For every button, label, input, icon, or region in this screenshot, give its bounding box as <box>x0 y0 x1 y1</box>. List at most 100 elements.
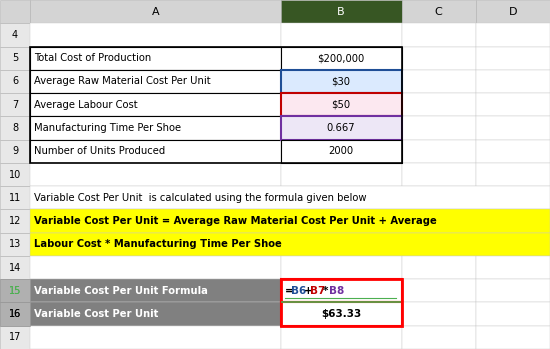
Bar <box>30 46 401 163</box>
Text: Number of Units Produced: Number of Units Produced <box>34 146 166 156</box>
Bar <box>402 163 476 186</box>
Bar <box>0 163 30 186</box>
Bar <box>476 326 550 349</box>
Bar <box>0 209 30 233</box>
Text: Total Cost of Production: Total Cost of Production <box>34 53 151 63</box>
Text: 17: 17 <box>9 332 21 342</box>
Text: +: + <box>304 286 312 296</box>
Text: 15: 15 <box>9 286 21 296</box>
Text: B8: B8 <box>329 286 344 296</box>
Bar <box>402 140 476 163</box>
Text: $30: $30 <box>332 76 350 87</box>
Text: 8: 8 <box>12 123 18 133</box>
Bar <box>476 279 550 303</box>
Bar <box>402 326 476 349</box>
Bar <box>280 163 402 186</box>
Bar <box>30 303 280 326</box>
Bar <box>30 23 280 46</box>
Bar <box>476 0 550 23</box>
Bar <box>280 116 402 140</box>
Bar <box>30 0 280 23</box>
Text: C: C <box>434 7 443 17</box>
Text: B7: B7 <box>310 286 326 296</box>
Bar <box>0 93 30 116</box>
Text: Variable Cost Per Unit Formula: Variable Cost Per Unit Formula <box>34 286 208 296</box>
Text: D: D <box>509 7 517 17</box>
Bar <box>0 326 30 349</box>
Text: A: A <box>152 7 159 17</box>
Bar <box>402 23 476 46</box>
Text: 13: 13 <box>9 239 21 249</box>
Bar <box>30 70 280 93</box>
Bar <box>0 186 30 209</box>
Bar <box>402 0 476 23</box>
Bar <box>30 326 280 349</box>
Bar <box>30 186 550 209</box>
Bar <box>30 209 550 233</box>
Bar <box>0 116 30 140</box>
Bar <box>402 93 476 116</box>
Bar <box>476 303 550 326</box>
Bar <box>0 23 30 46</box>
Text: Average Labour Cost: Average Labour Cost <box>34 100 138 110</box>
Bar <box>280 0 402 23</box>
Text: B6: B6 <box>292 286 306 296</box>
Bar <box>0 303 30 326</box>
Bar <box>476 46 550 70</box>
Bar <box>280 279 402 326</box>
Text: $50: $50 <box>332 100 350 110</box>
Bar <box>476 116 550 140</box>
Text: Manufacturing Time Per Shoe: Manufacturing Time Per Shoe <box>34 123 182 133</box>
Text: Average Raw Material Cost Per Unit: Average Raw Material Cost Per Unit <box>34 76 211 87</box>
Text: $63.33: $63.33 <box>321 309 361 319</box>
Text: Variable Cost Per Unit  is calculated using the formula given below: Variable Cost Per Unit is calculated usi… <box>34 193 367 203</box>
Text: 9: 9 <box>12 146 18 156</box>
Bar <box>280 23 402 46</box>
Bar <box>476 140 550 163</box>
Bar <box>280 46 402 70</box>
Bar <box>0 279 30 303</box>
Bar <box>30 233 550 256</box>
Text: 2000: 2000 <box>328 146 354 156</box>
Text: =: = <box>285 286 294 296</box>
Bar <box>0 303 30 326</box>
Bar <box>30 256 280 279</box>
Text: Variable Cost Per Unit: Variable Cost Per Unit <box>34 309 158 319</box>
Bar <box>280 70 402 93</box>
Text: 5: 5 <box>12 53 18 63</box>
Text: $200,000: $200,000 <box>317 53 365 63</box>
Text: 11: 11 <box>9 193 21 203</box>
Bar <box>30 140 280 163</box>
Bar <box>0 140 30 163</box>
Bar <box>476 256 550 279</box>
Bar <box>0 233 30 256</box>
Text: 15: 15 <box>9 286 21 296</box>
Text: 14: 14 <box>9 262 21 273</box>
Text: B: B <box>337 7 345 17</box>
Text: 16: 16 <box>9 309 21 319</box>
Text: 6: 6 <box>12 76 18 87</box>
Bar <box>30 279 280 303</box>
Bar <box>0 279 30 303</box>
Bar <box>30 163 280 186</box>
Bar <box>280 256 402 279</box>
Bar <box>402 279 476 303</box>
Text: 10: 10 <box>9 170 21 179</box>
Text: 4: 4 <box>12 30 18 40</box>
Text: 0.667: 0.667 <box>327 123 355 133</box>
Text: 7: 7 <box>12 100 18 110</box>
Bar <box>476 163 550 186</box>
Bar <box>0 46 30 70</box>
Bar <box>30 116 280 140</box>
Bar <box>476 23 550 46</box>
Bar <box>402 116 476 140</box>
Bar <box>0 0 30 23</box>
Text: Labour Cost * Manufacturing Time Per Shoe: Labour Cost * Manufacturing Time Per Sho… <box>34 239 282 249</box>
Bar <box>0 70 30 93</box>
Bar <box>280 326 402 349</box>
Bar <box>280 93 402 116</box>
Bar <box>402 256 476 279</box>
Bar <box>0 256 30 279</box>
Bar <box>402 303 476 326</box>
Bar <box>280 303 402 326</box>
